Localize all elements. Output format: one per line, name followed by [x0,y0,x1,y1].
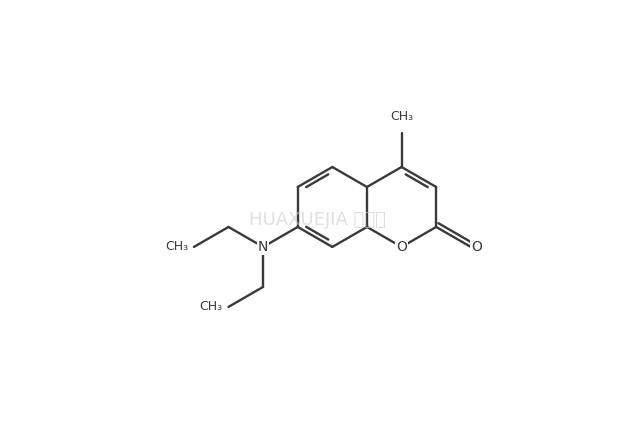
Text: O: O [471,240,482,254]
Text: CH₃: CH₃ [200,301,223,313]
Text: CH₃: CH₃ [390,110,413,124]
Text: O: O [396,240,407,254]
Text: CH₃: CH₃ [165,240,188,253]
Text: N: N [258,240,268,254]
Text: HUAXUEJIA 化学加: HUAXUEJIA 化学加 [249,211,385,229]
